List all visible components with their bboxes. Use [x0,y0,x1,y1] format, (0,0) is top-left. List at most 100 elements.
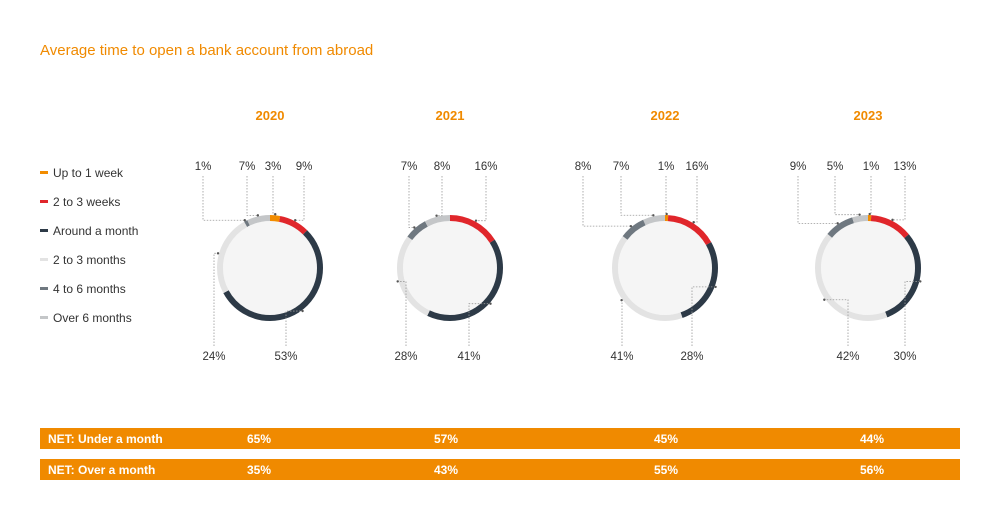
donut-center [223,221,317,315]
year-label: 2022 [651,108,680,123]
donut-segment [612,215,718,321]
leader-dot [919,280,922,283]
net-value: 55% [654,463,679,477]
legend-item: Over 6 months [40,303,138,332]
net-value: 56% [860,463,885,477]
legend-label: 4 to 6 months [53,281,126,296]
leader-line [892,176,906,221]
net-value: 43% [434,463,459,477]
leader-dot [474,219,478,222]
data-label: 7% [401,161,418,173]
leader-dot [868,212,871,216]
leader-line [295,176,305,221]
leader-line [246,176,258,216]
legend-label: Around a month [53,223,139,238]
data-label: 9% [296,161,313,173]
leader-dot [216,252,220,255]
leader-dot [294,219,297,222]
donut-center [618,221,712,315]
donut-segment [815,215,921,321]
data-label: 53% [274,351,297,363]
leader-line [468,303,491,346]
leader-dot [396,280,399,283]
leader-line [202,176,245,221]
leader-dot [858,213,861,216]
net-over-row: NET: Over a month 35% 43% 55% 56% [40,459,960,480]
donut-segment [815,215,921,321]
leader-dot [665,212,668,216]
leader-line [476,176,487,222]
data-label: 3% [265,161,282,173]
data-label: 8% [434,161,451,173]
leader-line [408,176,415,228]
donut-center [403,221,497,315]
net-label: NET: Under a month [48,432,163,446]
leader-dot [836,222,839,225]
leader-dot [274,213,277,216]
legend-swatch [40,229,48,232]
legend-swatch [40,287,48,290]
year-label: 2021 [436,108,465,123]
donut-segment [217,215,323,321]
net-value: 44% [860,432,885,446]
legend-item: Up to 1 week [40,158,138,187]
leader-line [436,176,443,217]
donut-segment [612,215,718,321]
leader-line [824,299,849,346]
leader-dot [620,298,623,302]
legend-swatch [40,258,48,261]
legend-item: 4 to 6 months [40,274,138,303]
leader-line [869,176,872,215]
legend-item: 2 to 3 weeks [40,187,138,216]
legend: Up to 1 week 2 to 3 weeks Around a month… [40,158,138,332]
donut-segment [397,215,503,321]
net-value: 45% [654,432,679,446]
data-label: 9% [790,161,807,173]
donut-segment [397,215,503,321]
data-label: 7% [239,161,256,173]
leader-dot [435,214,438,217]
data-label: 28% [680,351,703,363]
data-label: 42% [836,351,859,363]
leader-dot [629,224,633,228]
leader-line [834,176,860,216]
data-label: 7% [613,161,630,173]
leader-dot [891,218,894,222]
net-value: 57% [434,432,459,446]
leader-line [582,176,631,227]
data-label: 16% [685,161,708,173]
legend-label: 2 to 3 months [53,252,126,267]
leader-line [693,176,698,223]
net-label: NET: Over a month [48,463,156,477]
year-label: 2023 [854,108,883,123]
data-label: 8% [575,161,592,173]
donut-segment [217,215,323,321]
leader-line [397,281,407,346]
legend-item: 2 to 3 months [40,245,138,274]
data-label: 28% [394,351,417,363]
leader-dot [489,302,492,305]
donut-segment [397,215,503,321]
year-label: 2020 [256,108,285,123]
data-label: 1% [195,161,212,173]
data-label: 24% [202,351,225,363]
data-label: 41% [457,351,480,363]
leader-line [904,281,921,346]
leader-line [797,176,838,224]
legend-label: Up to 1 week [53,165,124,180]
data-label: 1% [658,161,675,173]
donut-segment [815,215,921,321]
leader-dot [652,214,655,217]
data-label: 13% [893,161,916,173]
leader-dot [714,285,717,289]
data-label: 41% [610,351,633,363]
legend-swatch [40,200,48,203]
data-label: 30% [893,351,916,363]
data-label: 5% [827,161,844,173]
chart-title: Average time to open a bank account from… [40,42,374,59]
leader-line [620,176,654,216]
legend-label: 2 to 3 weeks [53,194,121,209]
legend-item: Around a month [40,216,138,245]
net-value: 35% [247,463,272,477]
